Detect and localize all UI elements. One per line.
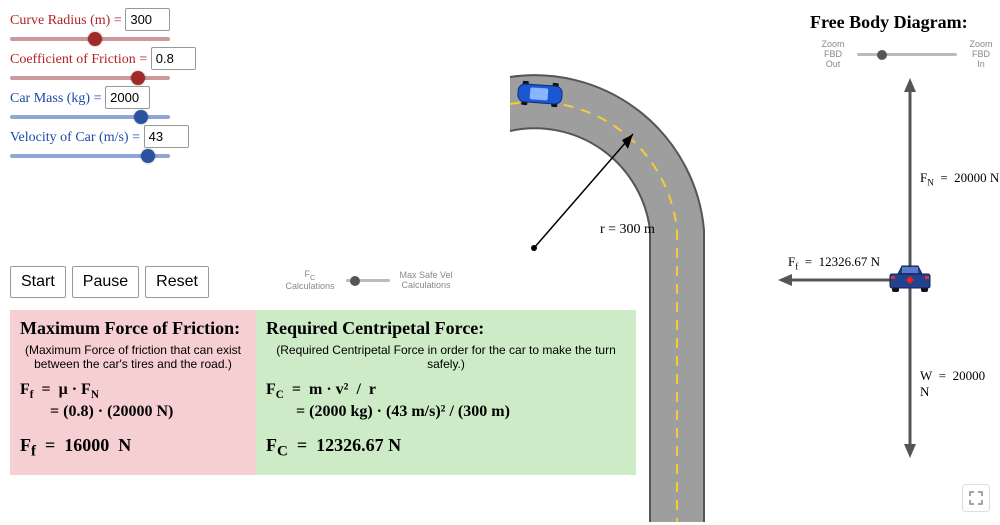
fbd-zoom-out-label: ZoomFBDOut (815, 40, 851, 70)
friction-result: Ff = 16000 N (20, 435, 246, 461)
calc-mode-toggle: FCCalculations Max Safe VelCalculations (280, 270, 456, 292)
car-mass-group: Car Mass (kg) = (10, 86, 260, 119)
start-button[interactable]: Start (10, 266, 66, 298)
fbd-zoom: ZoomFBDOut ZoomFBDIn (815, 40, 999, 70)
curve-radius-group: Curve Radius (m) = (10, 8, 260, 41)
w-label: W = 20000 N (920, 368, 1000, 400)
fbd-zoom-in-label: ZoomFBDIn (963, 40, 999, 70)
car-top-icon (517, 80, 563, 107)
fn-label: FN = 20000 N (920, 170, 999, 188)
friction-panel: Maximum Force of Friction: (Maximum Forc… (10, 310, 256, 475)
fbd-title: Free Body Diagram: (810, 12, 968, 33)
button-row: Start Pause Reset (10, 266, 209, 298)
pause-button[interactable]: Pause (72, 266, 139, 298)
curve-radius-input[interactable] (125, 8, 170, 31)
car-rear-icon (890, 266, 930, 292)
input-controls: Curve Radius (m) = Coefficient of Fricti… (10, 8, 260, 164)
car-mass-slider[interactable] (10, 115, 170, 119)
velocity-slider[interactable] (10, 154, 170, 158)
friction-title: Maximum Force of Friction: (20, 318, 246, 339)
fbd-zoom-slider[interactable] (857, 53, 957, 56)
friction-eq1: Ff = μ · FN (20, 381, 246, 401)
friction-coef-label: Coefficient of Friction = (10, 52, 147, 67)
road-diagram: r = 300 m (480, 60, 740, 522)
curve-radius-label: Curve Radius (m) = (10, 13, 122, 28)
velocity-group: Velocity of Car (m/s) = (10, 125, 260, 158)
friction-coef-slider[interactable] (10, 76, 170, 80)
curve-radius-slider[interactable] (10, 37, 170, 41)
friction-subtitle: (Maximum Force of friction that can exis… (20, 343, 246, 371)
friction-coef-group: Coefficient of Friction = (10, 47, 260, 80)
calc-mode-left-label: FCCalculations (280, 270, 340, 292)
car-mass-label: Car Mass (kg) = (10, 91, 102, 106)
reset-button[interactable]: Reset (145, 266, 209, 298)
velocity-input[interactable] (144, 125, 189, 148)
friction-eq2: = (0.8) · (20000 N) (20, 403, 246, 421)
calc-mode-right-label: Max Safe VelCalculations (396, 271, 456, 291)
car-mass-input[interactable] (105, 86, 150, 109)
radius-label: r = 300 m (600, 222, 655, 238)
ff-label: Ff = 12326.67 N (788, 254, 880, 272)
velocity-label: Velocity of Car (m/s) = (10, 130, 140, 145)
calc-mode-slider[interactable] (346, 279, 390, 282)
fullscreen-icon[interactable] (962, 484, 990, 512)
fbd-diagram: FN = 20000 N Ff = 12326.67 N W = 20000 N (760, 70, 1000, 460)
friction-coef-input[interactable] (151, 47, 196, 70)
